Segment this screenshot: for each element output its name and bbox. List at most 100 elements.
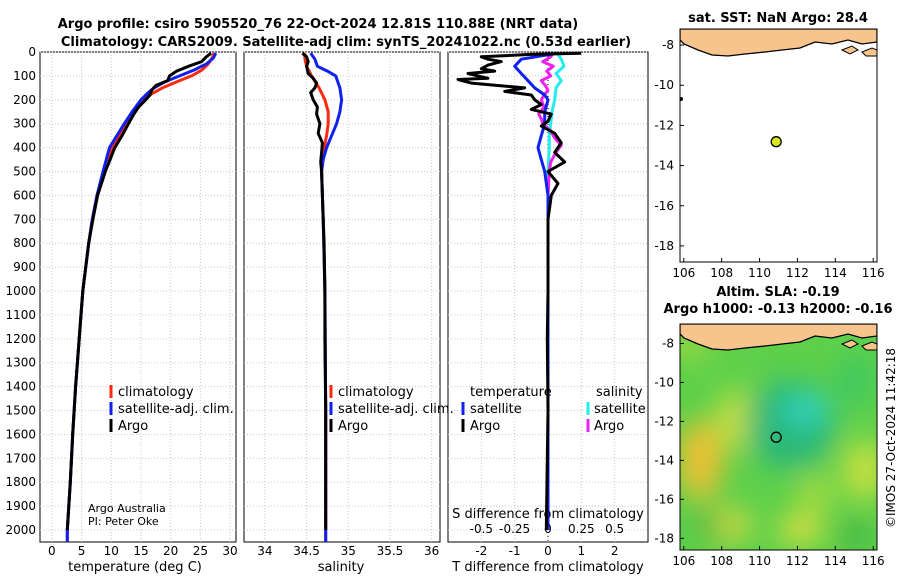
x-axis-ticks: 0 5 10 15 20 25 30 34 34.5 35 35.5 36 -2 -1 0 1 2 -0.5 -0.…: [48, 522, 624, 558]
depth-tick-label: 1500: [5, 404, 36, 418]
s-tick-label: 0: [544, 522, 552, 536]
temp-argo-line: [65, 52, 213, 531]
s-tick-label: 0.5: [605, 522, 624, 536]
s-tick-label: -0.5: [470, 522, 493, 536]
depth-tick-label: 800: [13, 236, 36, 250]
map-lon-label: 112: [786, 554, 809, 568]
sla-heatmap: [680, 324, 877, 550]
depth-tick-label: 200: [13, 93, 36, 107]
x-tick-label: 36: [424, 544, 439, 558]
x-tick-label: -1: [509, 544, 521, 558]
map-lat-label: -16: [654, 199, 674, 213]
figure-title-line2: Climatology: CARS2009. Satellite-adj cli…: [61, 35, 631, 50]
map-lat-label: -16: [654, 492, 674, 506]
imos-timestamp-watermark: ©IMOS 27-Oct-2024 11:42:18: [884, 348, 898, 528]
depth-tick-label: 700: [13, 212, 36, 226]
temperature-panel: [39, 51, 237, 543]
legend-climatology-label: climatology: [118, 385, 194, 400]
depth-axis: 0 100 200 300 400 500 600 700 800 900 1000 1100 1200…: [5, 45, 36, 537]
x-tick-label: 34.5: [293, 544, 320, 558]
map-lon-label: 112: [786, 266, 809, 280]
x-tick-label: 35.5: [377, 544, 404, 558]
map-lat-label: -12: [654, 414, 674, 428]
depth-tick-label: 1400: [5, 380, 36, 394]
map-lon-label: 114: [824, 266, 847, 280]
depth-tick-label: 400: [13, 141, 36, 155]
x-tick-label: 25: [193, 544, 208, 558]
legend-argo-label: Argo: [118, 419, 148, 434]
depth-tick-label: 1900: [5, 499, 36, 513]
x-tick-label: 34: [257, 544, 272, 558]
legend-satellite-label: satellite-adj. clim.: [338, 402, 454, 417]
legend-t-satellite-label: satellite: [470, 402, 522, 417]
map-lat-label: -10: [654, 375, 674, 389]
attribution-line1: Argo Australia: [88, 502, 166, 515]
x-tick-label: 0: [544, 544, 552, 558]
map-lon-label: 116: [862, 554, 885, 568]
depth-tick-label: 1800: [5, 475, 36, 489]
sla-map-title-line1: Altim. SLA: -0.19: [716, 285, 839, 300]
temperature-axis-label: temperature (deg C): [68, 560, 202, 575]
map-lon-label: 108: [710, 554, 733, 568]
map-lat-label: -8: [662, 336, 674, 350]
sla-map-axes: 106 108 110 112 114 116 -8 -10 -12 -14 -16 -18: [654, 336, 884, 568]
depth-tick-label: 900: [13, 260, 36, 274]
temperature-legend: climatology satellite-adj. clim. Argo: [109, 385, 234, 434]
depth-tick-label: 2000: [5, 523, 36, 537]
salinity-panel: [243, 51, 441, 543]
sst-argo-position-marker: [770, 136, 782, 148]
legend-argo-label: Argo: [338, 419, 368, 434]
sla-map-title-line2: Argo h1000: -0.13 h2000: -0.16: [663, 302, 892, 317]
sal-argo-line: [301, 52, 328, 530]
depth-tick-label: 300: [13, 117, 36, 131]
depth-tick-label: 1700: [5, 451, 36, 465]
depth-tick-label: 1100: [5, 308, 36, 322]
sla-map-panel: [679, 323, 878, 551]
map-lon-label: 114: [824, 554, 847, 568]
map-lon-label: 108: [710, 266, 733, 280]
x-tick-label: 20: [163, 544, 178, 558]
legend-temperature-title: temperature: [470, 385, 552, 400]
map-lat-label: -8: [662, 38, 674, 52]
legend-salinity-title: salinity: [596, 385, 643, 400]
depth-tick-label: 1300: [5, 356, 36, 370]
map-lat-label: -18: [654, 239, 674, 253]
map-lon-label: 116: [862, 266, 885, 280]
map-lon-label: 110: [748, 554, 771, 568]
s-difference-axis-label: S difference from climatology: [452, 507, 644, 522]
legend-satellite-label: satellite-adj. clim.: [118, 402, 234, 417]
legend-s-satellite-label: satellite: [594, 402, 646, 417]
sla-argo-position-marker: [770, 431, 782, 443]
sst-map-title: sat. SST: NaN Argo: 28.4: [688, 11, 868, 26]
map-lat-label: -18: [654, 531, 674, 545]
depth-tick-label: 100: [13, 69, 36, 83]
x-tick-label: 2: [611, 544, 619, 558]
x-tick-label: -2: [475, 544, 487, 558]
x-tick-label: 35: [341, 544, 356, 558]
legend-s-argo-label: Argo: [594, 419, 624, 434]
map-lat-label: -12: [654, 118, 674, 132]
tdiff-argo-line: [456, 51, 582, 531]
map-lon-label: 106: [672, 266, 695, 280]
attribution-line2: PI: Peter Oke: [88, 515, 159, 528]
difference-legend: temperature satellite Argo salinity sate…: [461, 385, 646, 434]
depth-tick-label: 1600: [5, 427, 36, 441]
legend-climatology-label: climatology: [338, 385, 414, 400]
map-lon-label: 110: [748, 266, 771, 280]
x-tick-label: 30: [222, 544, 237, 558]
depth-tick-label: 1200: [5, 332, 36, 346]
salinity-axis-label: salinity: [318, 560, 365, 575]
map-lat-label: -10: [654, 78, 674, 92]
x-tick-label: 1: [578, 544, 586, 558]
s-tick-label: -0.25: [499, 522, 530, 536]
salinity-legend: climatology satellite-adj. clim. Argo: [329, 385, 454, 434]
x-tick-label: 5: [78, 544, 86, 558]
depth-tick-label: 500: [13, 165, 36, 179]
x-tick-label: 0: [48, 544, 56, 558]
x-tick-label: 10: [104, 544, 119, 558]
profile-lines: [65, 51, 582, 542]
depth-tick-label: 600: [13, 188, 36, 202]
t-difference-axis-label: T difference from climatology: [451, 560, 644, 575]
map-lat-label: -14: [654, 159, 674, 173]
